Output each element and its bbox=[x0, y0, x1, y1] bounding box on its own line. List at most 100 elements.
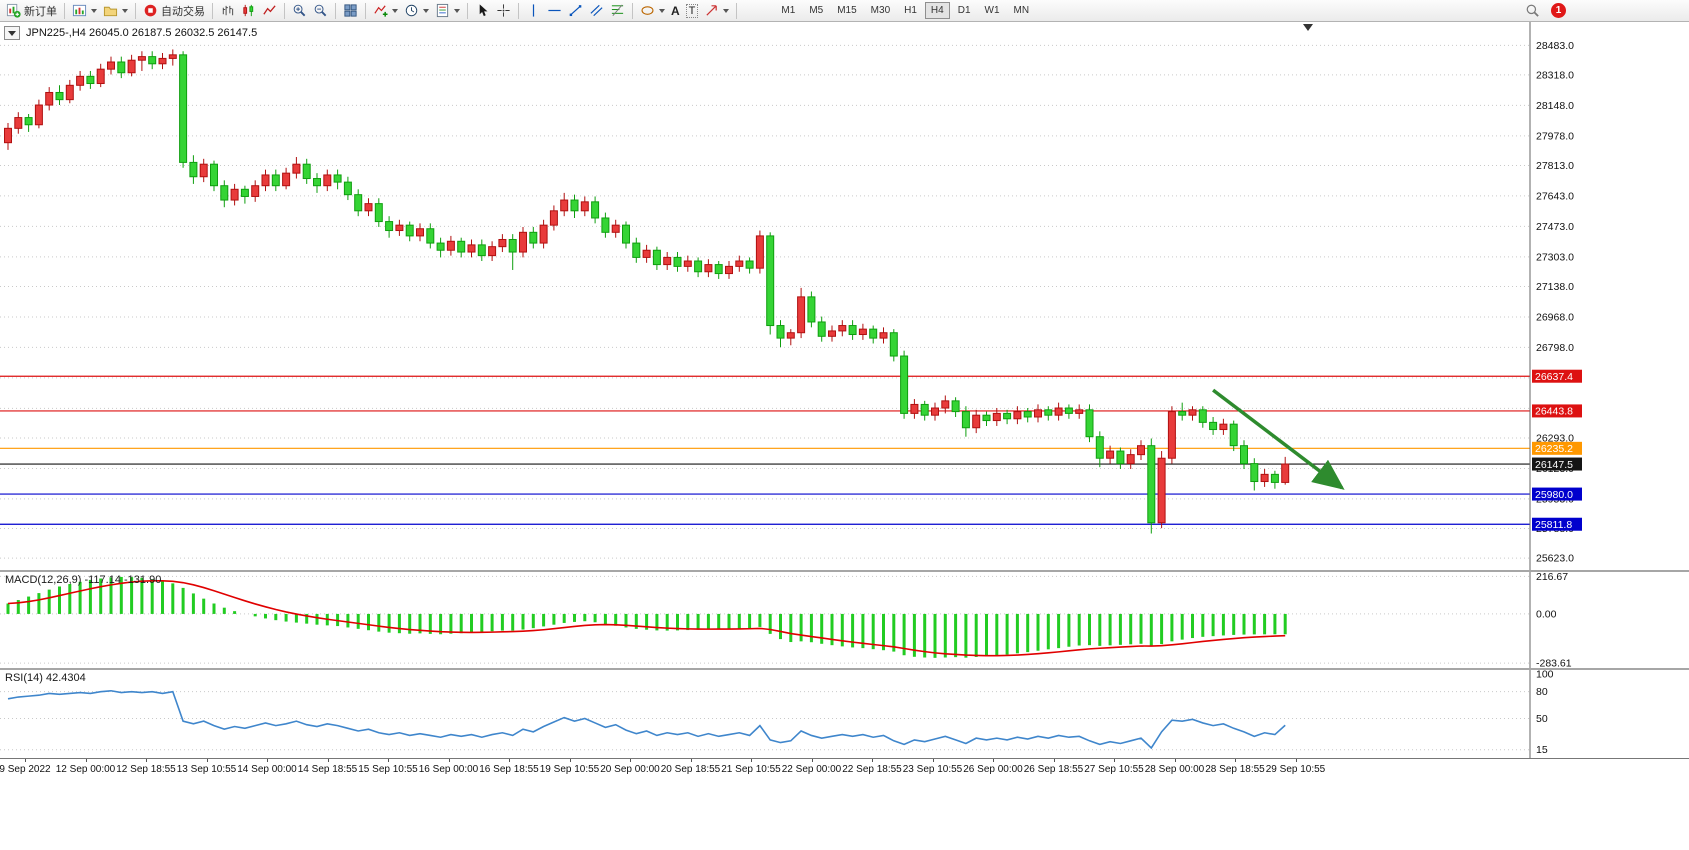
toolbar-separator bbox=[632, 2, 633, 19]
timeframe-button-h4[interactable]: H4 bbox=[924, 2, 950, 19]
candle bbox=[1270, 473, 1279, 483]
timeframe-button-m5[interactable]: M5 bbox=[809, 5, 824, 16]
candle bbox=[910, 403, 919, 414]
candle bbox=[858, 328, 867, 336]
chart-shift-marker[interactable] bbox=[1303, 24, 1313, 31]
time-axis-label: 13 Sep 10:55 bbox=[176, 764, 237, 775]
rsi-panel-canvas[interactable]: 100 80 50 15 bbox=[0, 670, 1689, 758]
templates-button[interactable] bbox=[432, 1, 463, 20]
indicators-button[interactable] bbox=[370, 1, 401, 20]
vertical-line-icon bbox=[532, 4, 535, 17]
crosshair-icon bbox=[497, 4, 510, 17]
candle bbox=[1044, 409, 1053, 416]
candle bbox=[900, 355, 909, 414]
candle bbox=[797, 296, 806, 334]
candle bbox=[549, 210, 558, 226]
macd-indicator-label: MACD(12,26,9) -117.14 -131.90 bbox=[5, 574, 162, 586]
timeframe-button-d1[interactable]: D1 bbox=[957, 5, 971, 16]
new-chart-button[interactable] bbox=[69, 1, 100, 20]
price-line-badge bbox=[1532, 404, 1582, 418]
price-line-badge-value: 26443.8 bbox=[1535, 406, 1573, 418]
periods-button[interactable] bbox=[401, 1, 432, 20]
timeframe-button-mn[interactable]: MN bbox=[1013, 5, 1030, 16]
candle bbox=[725, 265, 733, 275]
tile-windows-button[interactable] bbox=[340, 1, 361, 20]
chevron-down-icon bbox=[91, 8, 97, 13]
clock-icon bbox=[405, 4, 418, 17]
toolbar: 新订单 自动交易 bbox=[0, 0, 1689, 22]
trend-arrow-annotation[interactable] bbox=[1212, 388, 1345, 490]
candle bbox=[24, 117, 33, 126]
candle bbox=[714, 264, 723, 275]
candle bbox=[828, 330, 836, 337]
candle bbox=[652, 249, 661, 266]
macd-axis-label: 0.00 bbox=[1536, 608, 1557, 620]
candle bbox=[519, 231, 527, 253]
new-order-button[interactable]: 新订单 bbox=[3, 1, 60, 20]
bar-chart-mode-button[interactable] bbox=[217, 1, 238, 20]
auto-trading-button[interactable]: 自动交易 bbox=[140, 1, 208, 20]
toolbar-separator bbox=[335, 2, 336, 19]
text-tool-icon: A bbox=[671, 3, 680, 18]
arrows-tool-button[interactable] bbox=[701, 1, 732, 20]
candlestick-mode-button[interactable] bbox=[238, 1, 259, 20]
channel-tool-button[interactable] bbox=[586, 1, 607, 20]
channel-icon bbox=[590, 4, 603, 17]
profiles-button[interactable] bbox=[100, 1, 131, 20]
horizontal-line-tool-button[interactable] bbox=[544, 1, 565, 20]
rsi-axis-label: 15 bbox=[1536, 744, 1548, 756]
candle bbox=[570, 199, 579, 212]
candle bbox=[251, 185, 260, 197]
notification-badge[interactable]: 1 bbox=[1551, 3, 1566, 18]
candle bbox=[107, 61, 115, 70]
time-axis-label: 16 Sep 00:00 bbox=[418, 764, 479, 775]
time-axis-label: 19 Sep 10:55 bbox=[539, 764, 600, 775]
ellipse-shape-icon bbox=[641, 6, 654, 15]
toolbar-right-tools: 1 bbox=[1522, 1, 1566, 20]
time-axis-label: 16 Sep 18:55 bbox=[479, 764, 539, 775]
candle bbox=[210, 163, 218, 187]
time-axis[interactable]: 9 Sep 2022 12 Sep 00:00 12 Sep 18:55 13 Sep… bbox=[0, 759, 1689, 781]
candle bbox=[1157, 457, 1166, 524]
text-tool-button[interactable]: A bbox=[668, 1, 683, 20]
candle bbox=[385, 221, 394, 232]
vertical-line-tool-button[interactable] bbox=[523, 1, 544, 20]
zoom-out-button[interactable] bbox=[310, 1, 331, 20]
crosshair-tool-button[interactable] bbox=[493, 1, 514, 20]
candle bbox=[333, 174, 342, 183]
timeframe-button-h1[interactable]: H1 bbox=[904, 5, 917, 16]
chevron-down-icon bbox=[454, 8, 460, 13]
candle bbox=[920, 403, 929, 416]
shapes-tool-button[interactable] bbox=[637, 1, 668, 20]
time-axis-tick bbox=[1174, 759, 1176, 762]
zoom-in-button[interactable] bbox=[289, 1, 310, 20]
cursor-tool-button[interactable] bbox=[472, 1, 493, 20]
candle bbox=[405, 224, 414, 237]
timeframe-button-m15[interactable]: M15 bbox=[837, 5, 857, 16]
candle bbox=[1023, 411, 1032, 418]
candle bbox=[508, 238, 517, 253]
timeframe-button-m1[interactable]: M1 bbox=[781, 5, 796, 16]
price-line-badge bbox=[1532, 457, 1582, 471]
price-chart-canvas[interactable]: 28483.0 28318.0 28148.0 27978.0 27813.0 27643… bbox=[0, 22, 1689, 570]
candle bbox=[611, 224, 620, 233]
candle bbox=[817, 321, 826, 337]
candle bbox=[931, 407, 939, 416]
one-click-trading-toggle[interactable] bbox=[4, 26, 20, 40]
timeframe-button-m30[interactable]: M30 bbox=[870, 5, 891, 16]
text-label-tool-icon: T bbox=[685, 3, 699, 18]
panel-divider[interactable] bbox=[0, 570, 1689, 572]
line-chart-mode-button[interactable] bbox=[259, 1, 280, 20]
candle bbox=[1003, 412, 1012, 420]
trendline-tool-button[interactable] bbox=[565, 1, 586, 20]
price-line-badge-value: 26235.2 bbox=[1535, 443, 1573, 455]
candle bbox=[1034, 409, 1042, 418]
time-axis-tick bbox=[872, 759, 873, 762]
text-label-tool-button[interactable]: T bbox=[683, 1, 702, 20]
panel-divider[interactable] bbox=[0, 668, 1689, 670]
search-button[interactable] bbox=[1522, 1, 1543, 20]
candle bbox=[601, 217, 610, 233]
timeframe-button-w1[interactable]: W1 bbox=[984, 5, 1000, 16]
fibonacci-tool-button[interactable] bbox=[607, 1, 628, 20]
macd-panel-canvas[interactable]: 216.67 0.00 -283.61 bbox=[0, 572, 1689, 668]
